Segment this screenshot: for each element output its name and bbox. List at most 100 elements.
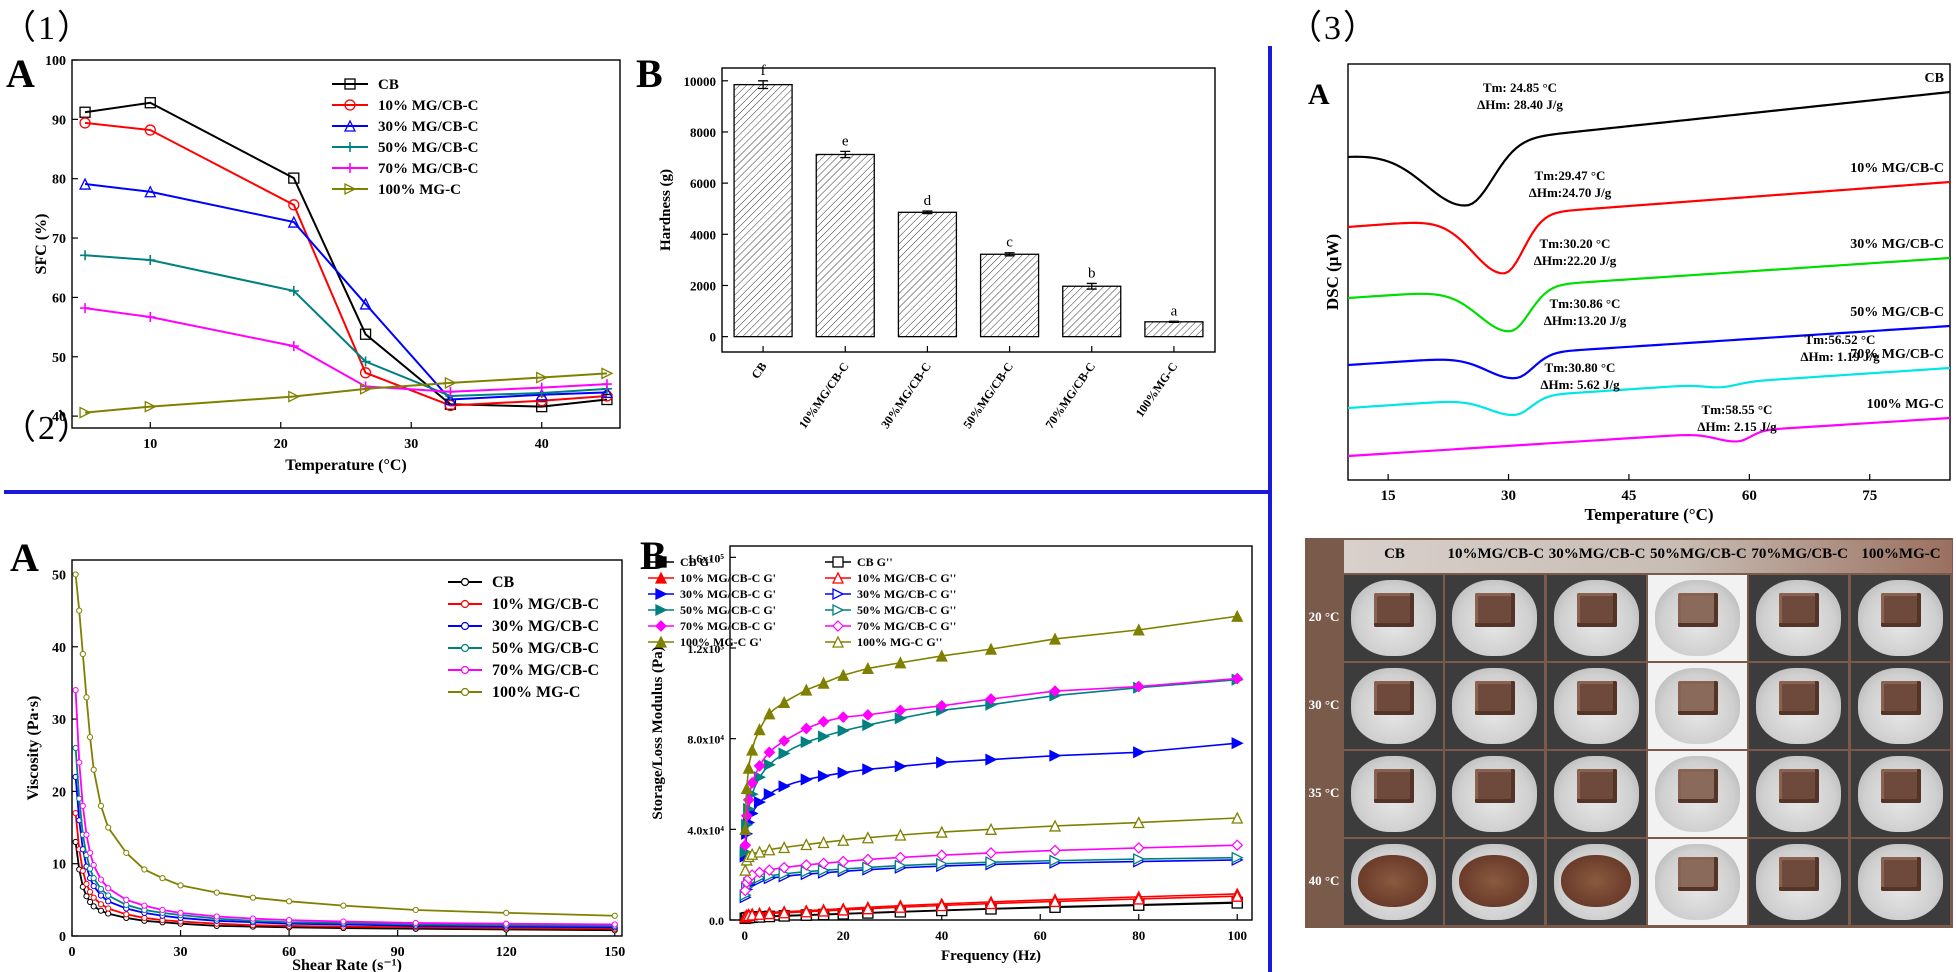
data-point [1049, 854, 1062, 867]
data-point [763, 746, 776, 759]
legend-marker [655, 620, 667, 632]
series-line [84, 121, 608, 407]
data-point [985, 856, 998, 869]
data-point [935, 825, 948, 838]
x-tick-label: 60 [282, 945, 296, 960]
data-point [105, 885, 112, 892]
chocolate-cube [1576, 593, 1617, 627]
legend-marker [832, 620, 844, 632]
sample-photo [1647, 663, 1747, 749]
data-point [288, 285, 299, 296]
chocolate-cube [1677, 857, 1718, 891]
chocolate-cube [1677, 769, 1718, 803]
data-point [90, 883, 97, 890]
sample-photo [1445, 575, 1545, 661]
data-point [141, 902, 148, 909]
data-point [800, 736, 813, 749]
data-point [123, 901, 130, 909]
legend-marker [460, 643, 470, 653]
legend-marker [460, 599, 470, 609]
peak-annotation: ΔHm: 2.15 J/g [1697, 419, 1777, 434]
chocolate-cube [1779, 681, 1820, 715]
series-line [84, 372, 608, 414]
data-point [800, 859, 813, 871]
data-point [72, 809, 79, 817]
hardness-chart: 0 2000 4000 6000 8000 10000 Hardness (g) f CB e 10… [658, 63, 1216, 431]
data-point [83, 880, 90, 888]
x-tick-label: 80 [1132, 928, 1145, 943]
y-tick-label: 8.0x10⁴ [687, 733, 724, 747]
data-point [817, 770, 831, 783]
y-tick-label: 6000 [690, 176, 716, 191]
data-point [1048, 632, 1062, 645]
data-point [359, 297, 372, 310]
data-point [97, 901, 105, 908]
legend-marker [832, 603, 845, 617]
bar [733, 83, 793, 338]
legend-label: 30% MG/CB-C G' [680, 587, 776, 601]
data-point [936, 756, 949, 769]
x-tick-label: 20 [274, 437, 288, 452]
data-point [141, 866, 148, 873]
x-tick-label: 100%MG-C [1133, 360, 1181, 420]
dsc-chart: 15 30 45 60 75 Temperature (°C) DSC (μW) CB Tm: … [1323, 63, 1951, 524]
x-tick-label: 10 [143, 437, 157, 452]
legend-marker [831, 571, 845, 584]
data-point [288, 341, 299, 352]
plot-frame [721, 67, 1216, 353]
y-tick-label: 60 [52, 291, 66, 306]
data-point [90, 875, 97, 882]
dsc-curve [1347, 416, 1951, 458]
curve-label: CB [1925, 71, 1944, 86]
data-point [444, 393, 457, 406]
data-point [601, 379, 612, 390]
data-point [76, 607, 83, 614]
sample-photo [1647, 839, 1747, 925]
photo-row-label: 40 °C [1308, 873, 1340, 888]
data-point [778, 861, 791, 874]
curve-label: 100% MG-C [1867, 397, 1944, 412]
chocolate-cube [1677, 681, 1718, 715]
data-point [984, 642, 998, 655]
data-point [862, 763, 875, 776]
x-tick-label: 120 [496, 945, 517, 960]
series-line [74, 690, 615, 926]
peak-annotation: ΔHm:24.70 J/g [1529, 185, 1612, 200]
x-tick-label: 30 [404, 437, 418, 452]
data-point [742, 761, 755, 774]
bar [815, 153, 875, 338]
y-tick-label: 90 [52, 113, 66, 128]
data-point [778, 747, 791, 760]
y-tick-label: 1.2x10⁵ [687, 642, 724, 656]
y-tick-label: 40 [52, 410, 66, 425]
sample-photo [1445, 751, 1545, 837]
chocolate-cube [1576, 681, 1617, 715]
data-point [739, 884, 752, 897]
peak-annotation: Tm:56.52 °C [1805, 332, 1876, 347]
data-point [76, 795, 83, 802]
error-bar [922, 210, 933, 215]
data-point [1133, 746, 1146, 759]
legend-label: 10% MG/CB-C G' [680, 571, 776, 585]
x-tick-label: 60 [1742, 488, 1757, 504]
x-tick-label: 90 [391, 945, 405, 960]
plot-frame [71, 559, 623, 937]
data-point [79, 650, 86, 658]
data-point [86, 849, 94, 856]
data-point [536, 371, 549, 384]
chocolate-cube [1475, 593, 1516, 627]
data-point [753, 796, 767, 809]
y-axis-label: DSC (μW) [1323, 234, 1342, 310]
sample-photo [1344, 663, 1443, 749]
data-point [359, 328, 372, 340]
data-point [159, 906, 166, 914]
sfc-chart: 10 20 30 40 40 50 60 70 80 90 100 Temperature (°C) S… [33, 54, 621, 474]
data-point [894, 704, 907, 717]
data-point [861, 902, 874, 915]
data-point [286, 916, 293, 924]
data-point [79, 867, 86, 875]
dsc-curve [1347, 324, 1951, 380]
data-point [86, 734, 94, 741]
y-tick-label: 30 [52, 713, 66, 728]
bar [1144, 321, 1204, 338]
